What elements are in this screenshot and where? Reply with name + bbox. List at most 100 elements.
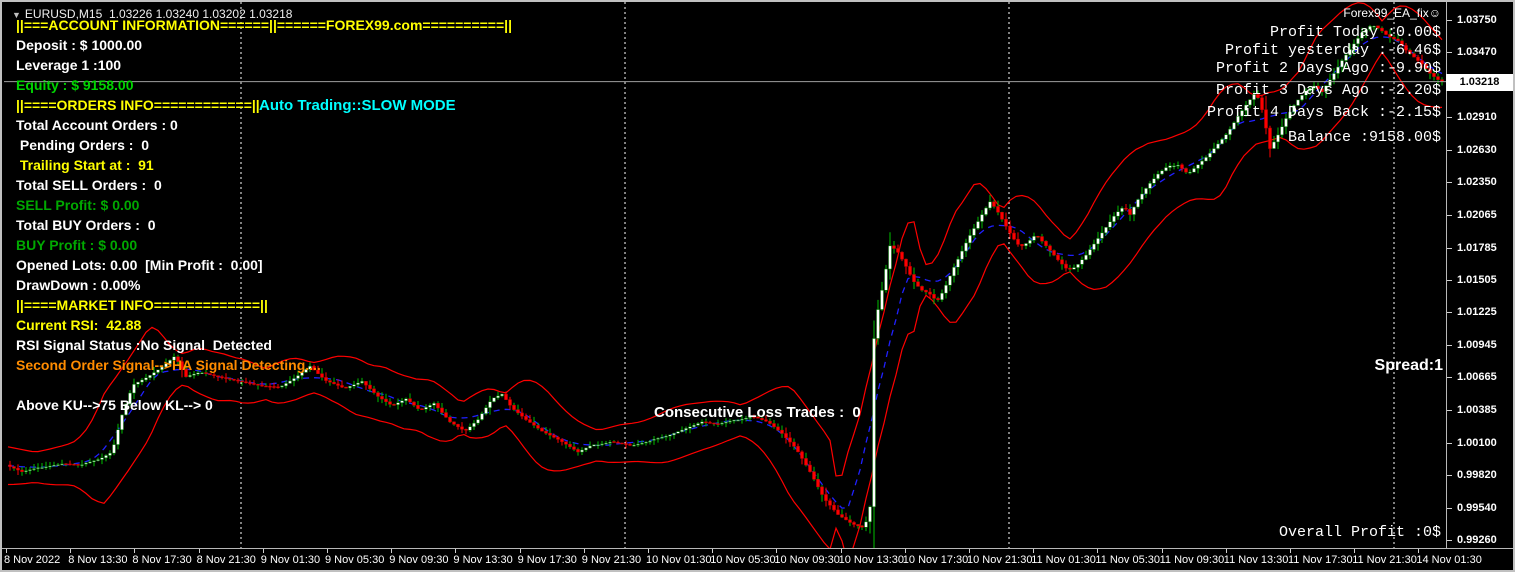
candle-body — [620, 442, 624, 445]
price-tick — [1447, 150, 1452, 151]
candle-body — [372, 388, 376, 393]
price-tick — [1447, 20, 1452, 21]
candle-body — [640, 442, 644, 445]
time-tick — [455, 549, 457, 553]
candle-body — [896, 248, 900, 253]
candle-body — [1348, 49, 1352, 56]
candle-body — [912, 274, 916, 282]
price-tick-label: 1.00665 — [1457, 371, 1497, 383]
price-axis[interactable]: 1.03750 1.03470 1.02910 1.02630 1.02350 1.020… — [1447, 2, 1513, 548]
candle-body — [1048, 245, 1052, 251]
candle-body — [1332, 73, 1336, 81]
time-tick — [1097, 549, 1099, 553]
consecutive-loss-label: Consecutive Loss Trades : 0 — [654, 404, 861, 421]
candle-body — [676, 431, 680, 434]
panel-line: Total SELL Orders : 0 — [16, 177, 162, 193]
candle-body — [1364, 29, 1368, 33]
candle-body — [400, 400, 404, 403]
candle-body — [1200, 160, 1204, 166]
panel-line: Total BUY Orders : 0 — [16, 217, 156, 233]
candle-body — [484, 407, 488, 414]
candle-body — [752, 416, 756, 418]
candle-body — [488, 401, 492, 408]
candle-body — [340, 385, 344, 388]
candle-body — [352, 384, 356, 387]
candle-body — [1404, 45, 1408, 51]
candle-body — [776, 426, 780, 431]
chart-title[interactable]: ▼ EURUSD,M15 1.03226 1.03240 1.03202 1.03… — [12, 7, 292, 21]
candle-body — [56, 464, 60, 466]
candle-body — [264, 385, 268, 388]
candle-body — [16, 468, 20, 471]
candle-body — [556, 437, 560, 440]
candle-body — [728, 420, 732, 423]
candle-body — [1192, 168, 1196, 173]
candlestick-chart[interactable] — [4, 2, 1447, 548]
candle-body — [224, 377, 228, 379]
candle-body — [964, 242, 968, 252]
candle-body — [856, 524, 860, 527]
candle-body — [504, 393, 508, 400]
price-tick — [1447, 248, 1452, 249]
candle-body — [1252, 94, 1256, 100]
price-tick-label: 1.01785 — [1457, 242, 1497, 254]
candle-body — [436, 403, 440, 409]
time-tick — [1033, 549, 1035, 553]
candle-body — [52, 465, 56, 467]
candle-body — [208, 373, 212, 375]
candle-body — [1100, 232, 1104, 239]
candle-body — [936, 298, 940, 301]
time-tick-label: 10 Nov 01:30 — [646, 554, 712, 566]
candle-body — [528, 419, 532, 423]
candle-body — [312, 366, 316, 371]
dropdown-arrow-icon[interactable]: ▼ — [12, 10, 21, 20]
candle-body — [164, 363, 168, 368]
time-tick-label: 11 Nov 01:30 — [1031, 554, 1096, 566]
candle-body — [696, 423, 700, 426]
candle-body — [1356, 38, 1360, 45]
candle-body — [944, 284, 948, 294]
price-tick-label: 1.02630 — [1457, 144, 1497, 156]
candle-body — [124, 403, 128, 416]
candle-body — [460, 426, 464, 430]
candle-body — [616, 442, 620, 444]
candle-body — [1248, 99, 1252, 106]
candle-body — [804, 458, 808, 466]
candle-body — [592, 444, 596, 447]
candle-body — [564, 441, 568, 445]
candle-body — [68, 463, 72, 466]
candle-body — [520, 412, 524, 417]
candle-body — [396, 402, 400, 405]
candle-body — [492, 397, 496, 402]
time-tick-label: 9 Nov 17:30 — [517, 554, 577, 566]
candle-body — [908, 266, 912, 275]
candle-body — [828, 500, 832, 506]
candle-body — [920, 286, 924, 291]
candle-body — [684, 428, 688, 431]
candle-body — [760, 418, 764, 420]
auto-trading-status: Auto Trading::SLOW MODE — [259, 97, 456, 114]
candle-body — [544, 430, 548, 434]
candle-body — [812, 471, 816, 480]
candle-body — [568, 444, 572, 448]
candle-body — [1296, 99, 1300, 106]
candle-body — [652, 439, 656, 441]
candle-body — [516, 409, 520, 414]
candle-body — [456, 424, 460, 428]
time-tick-label: 10 Nov 21:30 — [967, 554, 1033, 566]
candle-body — [1372, 26, 1376, 28]
candle-body — [1304, 90, 1308, 96]
price-tick — [1447, 345, 1452, 346]
candle-body — [1340, 60, 1344, 68]
candle-body — [852, 522, 856, 525]
candle-body — [84, 462, 88, 465]
candle-body — [876, 309, 880, 339]
time-axis[interactable]: 8 Nov 2022 8 Nov 13:30 8 Nov 17:30 8 Nov 21… — [2, 549, 1513, 570]
candle-body — [1280, 126, 1284, 136]
candle-body — [1112, 215, 1116, 222]
chart-title-text: EURUSD,M15 1.03226 1.03240 1.03202 1.032… — [24, 7, 293, 21]
candle-body — [1360, 32, 1364, 39]
candle-body — [248, 382, 252, 384]
price-tick-label: 1.01225 — [1457, 306, 1497, 318]
